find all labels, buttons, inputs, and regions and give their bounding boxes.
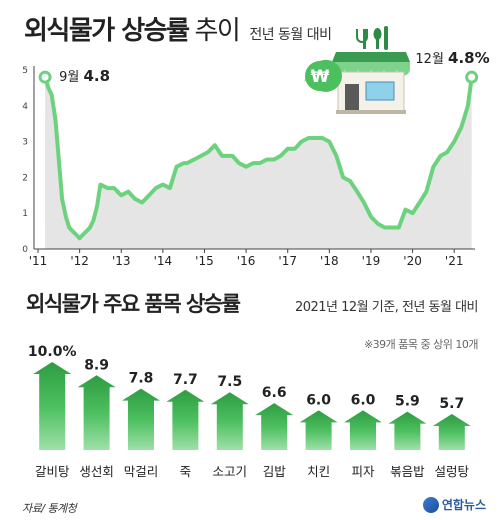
- publisher-logo: 연합뉴스: [422, 496, 486, 513]
- x-tick-label: '14: [154, 254, 173, 268]
- bar-value-label: 7.8: [129, 371, 154, 387]
- y-tick-label: 3: [22, 138, 28, 148]
- series-line: [43, 75, 474, 241]
- bar-value-label: 6.0: [351, 392, 376, 408]
- start-point: [38, 70, 52, 84]
- x-tick-label: '21: [445, 254, 464, 268]
- bar-category-label: 볶음밥: [390, 464, 425, 479]
- x-tick-label: '20: [403, 254, 422, 268]
- bar-category-label: 생선회: [79, 464, 114, 479]
- x-tick-label: '11: [29, 254, 48, 268]
- won-currency-icon: ₩: [304, 59, 342, 92]
- bar-value-label: 6.6: [262, 385, 287, 401]
- bar-category-label: 치킨: [307, 464, 330, 479]
- source-credit: 자료/ 통계청: [22, 502, 77, 515]
- y-tick-label: 2: [22, 173, 28, 183]
- y-tick-label: 5: [22, 66, 28, 76]
- bar-category-label: 설렁탕: [435, 464, 470, 479]
- bar-value-label: 8.9: [84, 357, 109, 373]
- x-tick-label: '15: [195, 254, 214, 268]
- callout-end: 12월 4.8%: [415, 49, 489, 67]
- bar-category-label: 죽: [180, 464, 192, 479]
- line-chart-title: 외식물가 상승률 추이 전년 동월 대비: [24, 10, 332, 47]
- bar-arrow: [77, 375, 116, 450]
- title-light: 추이: [194, 16, 241, 46]
- callout-start: 9월 4.8: [59, 67, 110, 85]
- x-tick-label: '16: [237, 254, 256, 268]
- bar-value-label: 10.0%: [28, 344, 77, 360]
- y-tick-label: 4: [22, 102, 28, 112]
- bar-arrow: [33, 362, 72, 450]
- bar-arrow: [299, 410, 338, 450]
- bar-arrow: [432, 414, 471, 450]
- line-chart: 0 1 2 3 4 5 '11 '12 '13 '14 '15 '16 '17 '18 '19 '20 '21 9…: [22, 26, 490, 268]
- bar-category-label: 피자: [351, 464, 375, 479]
- x-tick-label: '19: [362, 254, 381, 268]
- restaurant-storefront-icon: [332, 26, 410, 114]
- bar-value-label: 5.9: [395, 394, 420, 410]
- subset-note: ※39개 품목 중 상위 10개: [363, 338, 479, 351]
- bar-category-label: 갈비탕: [35, 464, 70, 479]
- bar-arrow: [166, 389, 205, 450]
- svg-text:₩: ₩: [311, 67, 330, 87]
- bar-value-label: 5.7: [439, 396, 464, 412]
- x-tick-label: '12: [70, 254, 89, 268]
- y-tick-label: 1: [22, 209, 28, 219]
- title-subtitle: 전년 동월 대비: [249, 27, 332, 43]
- bar-chart: 10.0% 갈비탕 8.9 생선회 7.8 막걸리 7.7 죽 7.5 소고기 6.6 김밥 6.0 치킨…: [28, 344, 471, 479]
- x-tick-label: '18: [320, 254, 339, 268]
- bar-arrow: [388, 411, 427, 450]
- bar-value-label: 7.5: [217, 374, 242, 390]
- bar-category-label: 막걸리: [124, 464, 159, 479]
- bar-category-label: 김밥: [263, 464, 287, 479]
- bar-category-label: 소고기: [213, 464, 248, 479]
- bar-value-label: 7.7: [173, 372, 198, 388]
- bar-arrow: [122, 388, 160, 450]
- date-note: 2021년 12월 기준, 전년 동월 대비: [294, 300, 479, 315]
- bar-arrow: [210, 392, 249, 450]
- x-tick-label: '13: [112, 254, 131, 268]
- y-tick-label: 0: [22, 245, 28, 255]
- yonhap-logo-icon: [422, 496, 439, 513]
- x-tick-label: '17: [278, 254, 297, 268]
- end-point: [465, 70, 479, 84]
- bar-value-label: 6.0: [306, 392, 331, 408]
- title-bold: 외식물가 상승률: [24, 16, 190, 46]
- logo-text: 연합뉴스: [441, 498, 486, 512]
- bar-arrow: [344, 410, 382, 450]
- bar-arrow: [255, 403, 294, 450]
- bar-chart-title: 외식물가 주요 품목 상승률: [26, 292, 241, 316]
